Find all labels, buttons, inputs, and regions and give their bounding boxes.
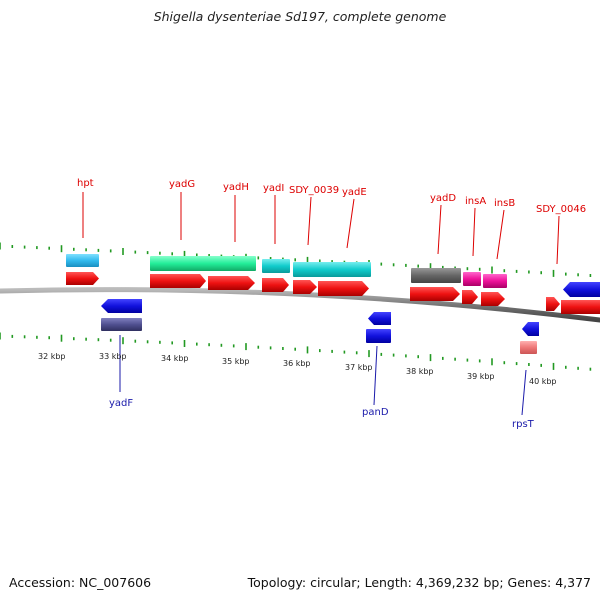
genome-backbone <box>0 287 600 323</box>
ruler-ticks-bottom <box>0 332 592 371</box>
gene-label-insB[interactable]: insB <box>494 198 515 209</box>
cds-arrow-insB[interactable] <box>481 292 505 306</box>
feature-SDY_0039[interactable] <box>293 262 371 277</box>
bottom-label-leaders <box>119 335 527 416</box>
cds-arrow-right-edge-red[interactable] <box>561 300 600 314</box>
feature-yadI[interactable] <box>262 259 290 273</box>
cds-arrow-yadH[interactable] <box>208 276 255 290</box>
cds-arrow-SDY_0046-small[interactable] <box>546 297 560 311</box>
feature-hpt[interactable] <box>66 254 99 267</box>
gene-label-yadI[interactable]: yadI <box>263 183 284 194</box>
feature-yadF[interactable] <box>101 318 142 331</box>
gene-label-rpsT[interactable]: rpsT <box>512 419 535 430</box>
gene-label-SDY_0046[interactable]: SDY_0046 <box>536 204 586 215</box>
scale-label-38kbp: 38 kbp <box>406 367 434 376</box>
cds-arrow-rpsT[interactable] <box>522 322 539 336</box>
top-label-leaders <box>82 192 560 265</box>
gene-label-hpt[interactable]: hpt <box>77 178 94 189</box>
gene-label-panD[interactable]: panD <box>362 407 389 418</box>
gene-label-SDY_0039[interactable]: SDY_0039 <box>289 185 339 196</box>
gene-label-insA[interactable]: insA <box>465 196 486 207</box>
gene-label-yadG[interactable]: yadG <box>169 179 195 190</box>
cds-arrow-panD[interactable] <box>368 312 391 325</box>
cds-arrow-yadG[interactable] <box>150 274 206 288</box>
gene-label-yadE[interactable]: yadE <box>342 187 367 198</box>
scale-label-39kbp: 39 kbp <box>467 372 495 381</box>
feature-yadD[interactable] <box>411 268 461 283</box>
scale-label-40kbp: 40 kbp <box>529 377 557 386</box>
cds-arrow-yadD[interactable] <box>410 287 460 301</box>
map-title: Shigella dysenteriae Sd197, complete gen… <box>153 9 447 24</box>
feature-yadG[interactable] <box>150 256 256 271</box>
cds-arrow-SDY_0039[interactable] <box>293 280 317 294</box>
cds-arrow-insA[interactable] <box>462 290 478 304</box>
accession-label: Accession: NC_007606 <box>9 575 152 590</box>
cds-arrow-right-edge-blue[interactable] <box>563 282 600 297</box>
feature-panD[interactable] <box>366 329 391 343</box>
scale-label-32kbp: 32 kbp <box>38 352 66 361</box>
scale-label-33kbp: 33 kbp <box>99 352 127 361</box>
gene-label-yadF[interactable]: yadF <box>109 398 133 409</box>
cds-arrow-hpt[interactable] <box>66 272 99 285</box>
ruler-ticks-top <box>0 242 592 277</box>
gene-label-yadH[interactable]: yadH <box>223 182 249 193</box>
cds-arrow-yadI[interactable] <box>262 278 289 292</box>
cds-arrow-yadE[interactable] <box>318 281 369 296</box>
scale-label-34kbp: 34 kbp <box>161 354 189 363</box>
topology-label: Topology: circular; Length: 4,369,232 bp… <box>247 575 591 590</box>
scale-label-35kbp: 35 kbp <box>222 357 250 366</box>
scale-label-36kbp: 36 kbp <box>283 359 311 368</box>
gene-label-yadD[interactable]: yadD <box>430 193 456 204</box>
feature-insB[interactable] <box>483 274 507 288</box>
scale-label-37kbp: 37 kbp <box>345 363 373 372</box>
feature-insA[interactable] <box>463 272 481 286</box>
feature-rpsT[interactable] <box>520 341 537 354</box>
cds-arrow-yadF[interactable] <box>101 299 142 313</box>
